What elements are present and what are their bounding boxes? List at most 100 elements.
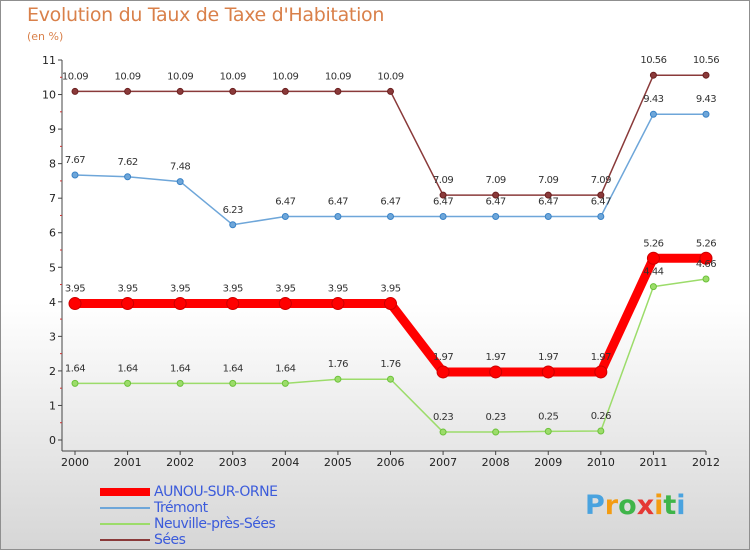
data-label-sees: 10.09 <box>62 71 88 82</box>
x-tick-label: 2000 <box>61 456 89 469</box>
point-neuville-pres-sees <box>229 379 237 387</box>
point-aunou-sur-orne <box>384 297 397 311</box>
data-label-neuville-pres-sees: 0.26 <box>591 411 611 422</box>
x-tick-label: 2011 <box>639 456 667 469</box>
y-tick-label: 11 <box>42 54 56 67</box>
point-neuville-pres-sees <box>71 379 79 387</box>
logo-letter: P <box>585 490 605 521</box>
point-tremont <box>334 212 342 220</box>
logo-letter: i <box>654 490 664 521</box>
y-tick-label: 7 <box>49 192 56 205</box>
data-label-aunou-sur-orne: 5.26 <box>643 238 663 249</box>
point-sees <box>176 87 184 95</box>
point-aunou-sur-orne <box>226 297 240 311</box>
data-label-sees: 10.09 <box>167 71 193 82</box>
data-label-aunou-sur-orne: 1.97 <box>538 352 558 363</box>
x-tick-label: 2006 <box>377 456 405 469</box>
data-label-tremont: 9.43 <box>643 94 663 105</box>
data-label-neuville-pres-sees: 1.64 <box>117 363 137 374</box>
y-tick-label: 0 <box>49 434 56 447</box>
point-sees <box>124 87 132 95</box>
data-label-neuville-pres-sees: 0.25 <box>538 411 558 422</box>
data-label-neuville-pres-sees: 0.23 <box>486 412 506 423</box>
data-label-aunou-sur-orne: 1.97 <box>433 352 453 363</box>
point-neuville-pres-sees <box>544 427 552 435</box>
point-tremont <box>229 221 237 229</box>
data-label-sees: 10.09 <box>325 71 351 82</box>
data-label-sees: 10.09 <box>377 71 403 82</box>
x-tick-label: 2001 <box>114 456 142 469</box>
point-aunou-sur-orne <box>541 365 555 379</box>
chart-subtitle: (en %) <box>27 30 64 43</box>
point-aunou-sur-orne <box>173 297 187 311</box>
point-neuville-pres-sees <box>334 375 342 383</box>
data-label-sees: 10.09 <box>115 71 141 82</box>
data-label-neuville-pres-sees: 4.66 <box>696 259 716 270</box>
point-tremont <box>176 178 184 186</box>
x-tick-label: 2003 <box>219 456 247 469</box>
point-tremont <box>492 212 500 220</box>
data-label-tremont: 9.43 <box>696 94 716 105</box>
data-label-neuville-pres-sees: 1.76 <box>328 359 348 370</box>
point-aunou-sur-orne <box>646 251 660 265</box>
legend-swatch <box>100 523 150 525</box>
data-label-aunou-sur-orne: 3.95 <box>170 284 190 295</box>
x-tick-label: 2008 <box>482 456 510 469</box>
data-label-sees: 10.09 <box>220 71 246 82</box>
point-sees <box>544 191 552 199</box>
y-tick-label: 10 <box>42 89 56 102</box>
data-label-tremont: 6.47 <box>486 196 506 207</box>
data-label-aunou-sur-orne: 3.95 <box>275 284 295 295</box>
point-sees <box>387 87 394 95</box>
data-label-sees: 7.09 <box>433 175 453 186</box>
point-tremont <box>544 212 552 220</box>
data-label-sees: 10.56 <box>640 55 666 66</box>
data-label-tremont: 6.47 <box>591 196 611 207</box>
logo-letter: x <box>636 490 655 521</box>
data-label-aunou-sur-orne: 3.95 <box>223 284 243 295</box>
point-tremont <box>702 110 710 118</box>
x-tick-label: 2007 <box>429 456 457 469</box>
data-label-tremont: 6.47 <box>380 196 400 207</box>
y-tick-label: 9 <box>49 123 56 136</box>
legend-label: Trémont <box>154 500 208 516</box>
point-sees <box>281 87 289 95</box>
legend-label: Neuville-près-Sées <box>154 516 276 532</box>
point-sees <box>334 87 342 95</box>
legend-swatch <box>100 507 150 509</box>
point-tremont <box>649 110 657 118</box>
data-label-neuville-pres-sees: 1.76 <box>380 359 400 370</box>
data-label-neuville-pres-sees: 1.64 <box>170 363 190 374</box>
y-tick-label: 1 <box>49 399 56 412</box>
point-sees <box>702 71 710 79</box>
data-label-sees: 10.09 <box>272 71 298 82</box>
y-tick-label: 4 <box>49 296 56 309</box>
point-tremont <box>281 212 289 220</box>
data-label-tremont: 6.23 <box>223 205 243 216</box>
point-sees <box>649 71 657 79</box>
data-label-aunou-sur-orne: 3.95 <box>117 284 137 295</box>
point-tremont <box>597 212 605 220</box>
data-label-sees: 10.56 <box>693 55 719 66</box>
data-label-sees: 7.09 <box>538 175 558 186</box>
data-label-tremont: 6.47 <box>538 196 558 207</box>
data-label-tremont: 6.47 <box>328 196 348 207</box>
point-tremont <box>439 212 447 220</box>
point-aunou-sur-orne <box>594 365 608 379</box>
series-layer <box>68 71 713 436</box>
data-labels-layer: 3.95 3.95 3.95 3.95 3.95 3.95 3.95 1.97 1.97 1.97… <box>62 55 720 423</box>
data-label-aunou-sur-orne: 5.26 <box>696 238 716 249</box>
point-neuville-pres-sees <box>649 283 657 291</box>
logo-letter: o <box>618 490 637 521</box>
point-tremont <box>124 173 132 181</box>
point-neuville-pres-sees <box>702 275 710 283</box>
point-aunou-sur-orne <box>278 297 292 311</box>
y-tick-label: 8 <box>49 158 56 171</box>
point-neuville-pres-sees <box>439 428 447 436</box>
data-label-tremont: 6.47 <box>275 196 295 207</box>
x-tick-label: 2009 <box>534 456 562 469</box>
data-label-aunou-sur-orne: 1.97 <box>591 352 611 363</box>
point-sees <box>439 191 447 199</box>
x-tick-label: 2005 <box>324 456 352 469</box>
